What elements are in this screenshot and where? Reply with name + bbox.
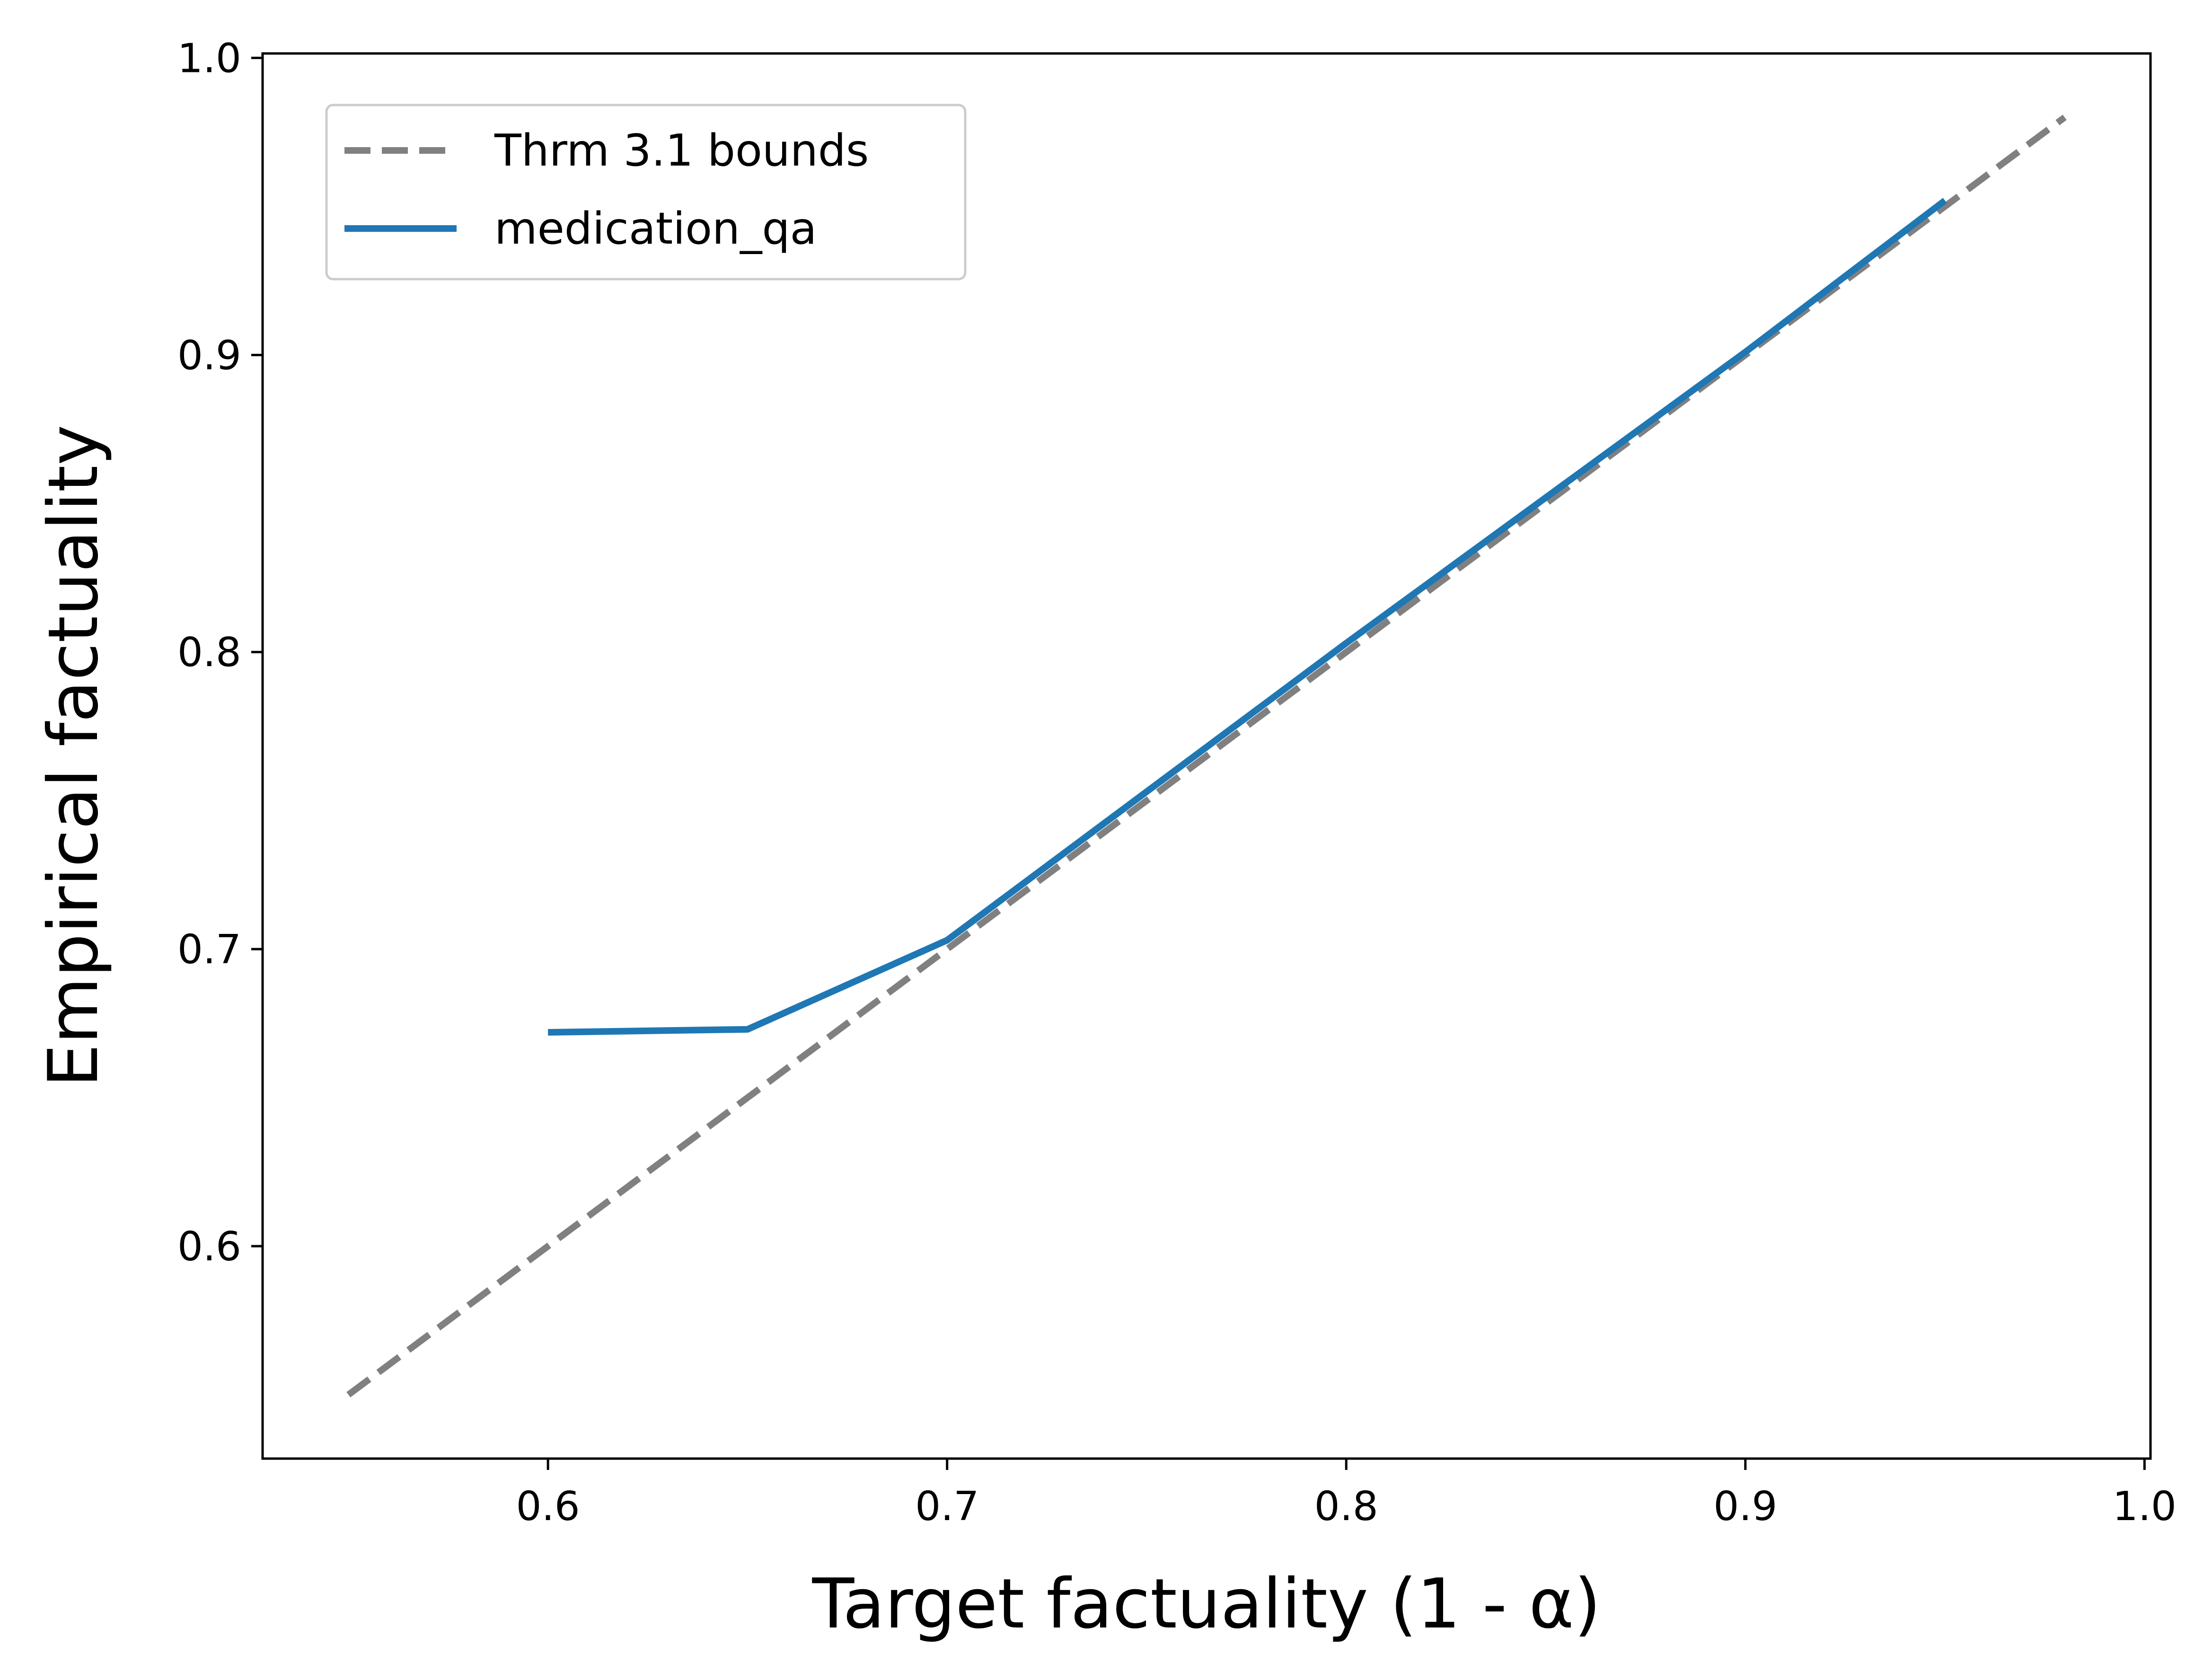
legend: Thrm 3.1 bounds medication_qa [325, 104, 967, 281]
y-axis-label: Empirical factuality [34, 425, 114, 1088]
x-tick-label: 0.9 [1713, 1483, 1777, 1530]
legend-label: medication_qa [494, 203, 817, 254]
series-line-medication-qa [547, 198, 1947, 1036]
x-tick-label: 0.8 [1314, 1483, 1378, 1530]
series-line-thrm-3-1-bounds [346, 114, 2067, 1398]
legend-box [325, 104, 967, 281]
x-tick-label: 0.6 [516, 1483, 580, 1530]
y-tick-label: 0.8 [177, 629, 241, 676]
x-axis-label: Target factuality (1 - α) [812, 1564, 1601, 1644]
y-tick-label: 0.9 [177, 332, 241, 379]
y-tick-label: 1.0 [177, 35, 241, 82]
y-axis-ticks: 0.6 0.7 0.8 0.9 1.0 [177, 35, 263, 1270]
y-tick-label: 0.7 [177, 926, 241, 973]
axes-frame [261, 52, 2152, 1460]
x-tick-label: 0.7 [915, 1483, 979, 1530]
legend-label: Thrm 3.1 bounds [494, 125, 869, 176]
x-tick-label: 1.0 [2113, 1483, 2177, 1530]
x-axis-ticks: 0.6 0.7 0.8 0.9 1.0 [516, 1459, 2177, 1530]
y-tick-label: 0.6 [177, 1223, 241, 1270]
plot-area [261, 52, 2152, 1460]
